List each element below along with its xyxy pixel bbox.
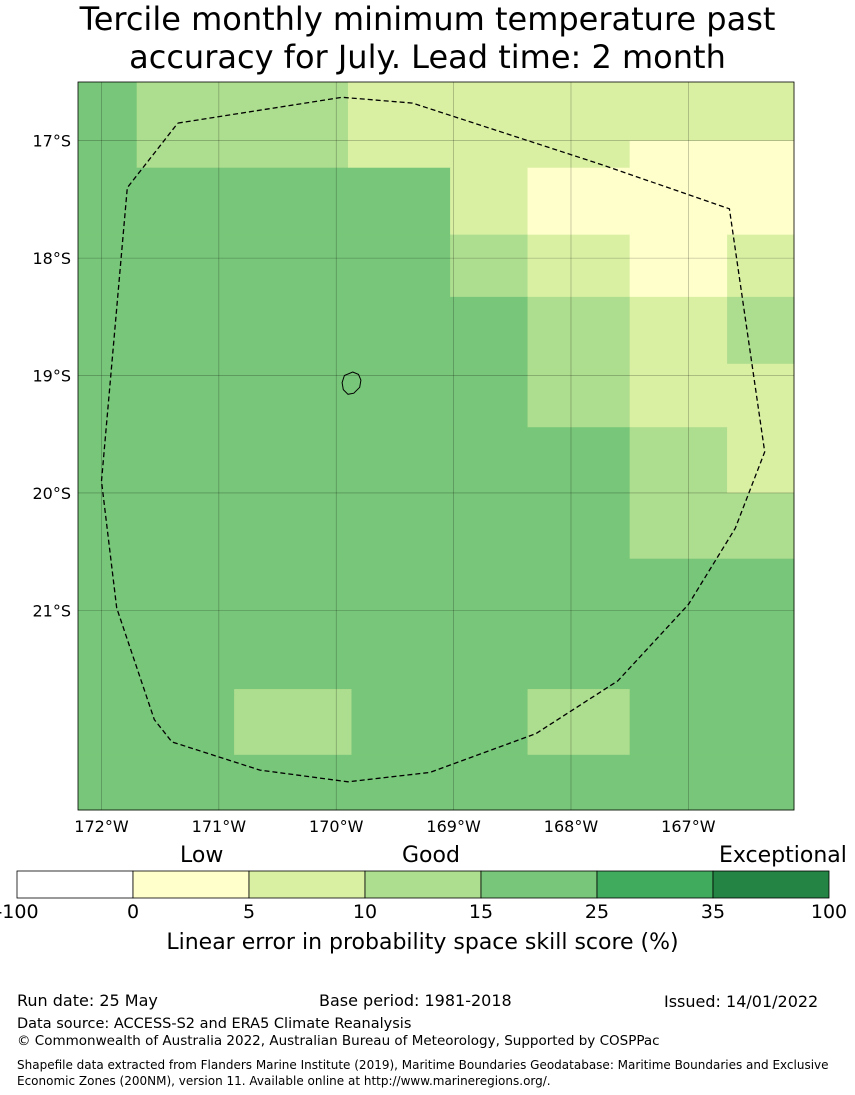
map-frame (77, 81, 795, 811)
skill-cell (629, 234, 728, 298)
skill-cell (629, 492, 795, 560)
data-source: Data source: ACCESS-S2 and ERA5 Climate … (17, 1016, 412, 1032)
skill-cell (136, 82, 349, 142)
colorbar-tick: 15 (468, 901, 494, 923)
latitude-labels: 17°S 18°S 19°S 20°S 21°S (32, 132, 71, 621)
skill-map: 17°S 18°S 19°S 20°S 21°S 172°W 171°W 170°W 169°… (32, 81, 795, 836)
title-line-1: Tercile monthly minimum temperature past (79, 0, 776, 38)
skill-cell (629, 427, 728, 494)
skill-cell (527, 689, 631, 756)
skill-cell (527, 234, 631, 298)
colorbar-tick: 5 (242, 901, 256, 923)
colorbar-bin (480, 870, 598, 899)
latitude-label: 21°S (32, 601, 71, 620)
colorbar-tick: 35 (700, 901, 726, 923)
skill-cell (136, 140, 349, 169)
skill-cell (450, 234, 529, 298)
longitude-label: 169°W (426, 817, 481, 836)
skill-cells (78, 82, 795, 811)
colorbar-tick: 10 (352, 901, 378, 923)
eez-boundary (100, 96, 766, 783)
colorbar (16, 870, 830, 899)
latitude-label: 17°S (32, 132, 71, 151)
colorbar-bin (16, 870, 134, 899)
latitude-label: 20°S (32, 484, 71, 503)
colorbar-bin (132, 870, 250, 899)
latitude-label: 18°S (32, 249, 71, 268)
issued-date: Issued: 14/01/2022 (664, 992, 819, 1011)
longitude-label: 168°W (544, 817, 599, 836)
skill-cell (78, 82, 138, 142)
colorbar-bin (248, 870, 366, 899)
skill-cell (727, 296, 795, 365)
skill-cell (347, 82, 795, 142)
colorbar-tick: 100 (810, 901, 848, 923)
skill-cell (234, 689, 352, 756)
skill-cell (78, 492, 631, 560)
skill-cell (629, 140, 795, 169)
skill-cell (78, 363, 529, 428)
skill-cell (78, 558, 795, 690)
skill-cell (351, 689, 529, 756)
category-exceptional: Exceptional (719, 843, 847, 868)
niue-island-outline (341, 371, 362, 395)
title-line-2: accuracy for July. Lead time: 2 month (129, 38, 726, 76)
longitude-label: 167°W (661, 817, 716, 836)
category-low: Low (180, 843, 224, 868)
skill-cell (527, 167, 795, 236)
skill-cell (629, 296, 728, 365)
colorbar-tick: -100 (0, 901, 39, 923)
skill-cell (527, 363, 631, 428)
latitude-label: 19°S (32, 367, 71, 386)
skill-cell (78, 167, 451, 236)
shapefile-note: Shapefile data extracted from Flanders M… (17, 1058, 829, 1088)
longitude-labels: 172°W 171°W 170°W 169°W 168°W 167°W (74, 817, 715, 836)
map-title: Tercile monthly minimum temperature past… (0, 0, 855, 76)
longitude-label: 172°W (74, 817, 129, 836)
longitude-label: 171°W (192, 817, 247, 836)
skill-cell (78, 296, 529, 365)
skill-cell (629, 363, 795, 428)
skill-cell (629, 689, 795, 756)
colorbar-label: Linear error in probability space skill … (166, 930, 679, 955)
skill-cell (78, 140, 138, 169)
skill-cell (78, 754, 795, 811)
skill-cell (450, 167, 529, 236)
colorbar-tick: 25 (584, 901, 610, 923)
skill-cell (78, 689, 235, 756)
longitude-label: 170°W (309, 817, 364, 836)
run-date: Run date: 25 May (17, 991, 158, 1010)
skill-cell (527, 296, 631, 365)
category-good: Good (402, 843, 460, 868)
skill-cell (347, 140, 631, 169)
colorbar-bin (596, 870, 714, 899)
copyright: © Commonwealth of Australia 2022, Austra… (17, 1033, 660, 1049)
skill-cell (78, 427, 631, 494)
base-period: Base period: 1981-2018 (319, 991, 512, 1010)
skill-cell (78, 234, 451, 298)
colorbar-bin (364, 870, 482, 899)
graticule (78, 82, 794, 810)
colorbar-tick: 0 (126, 901, 140, 923)
colorbar-bin (712, 870, 830, 899)
